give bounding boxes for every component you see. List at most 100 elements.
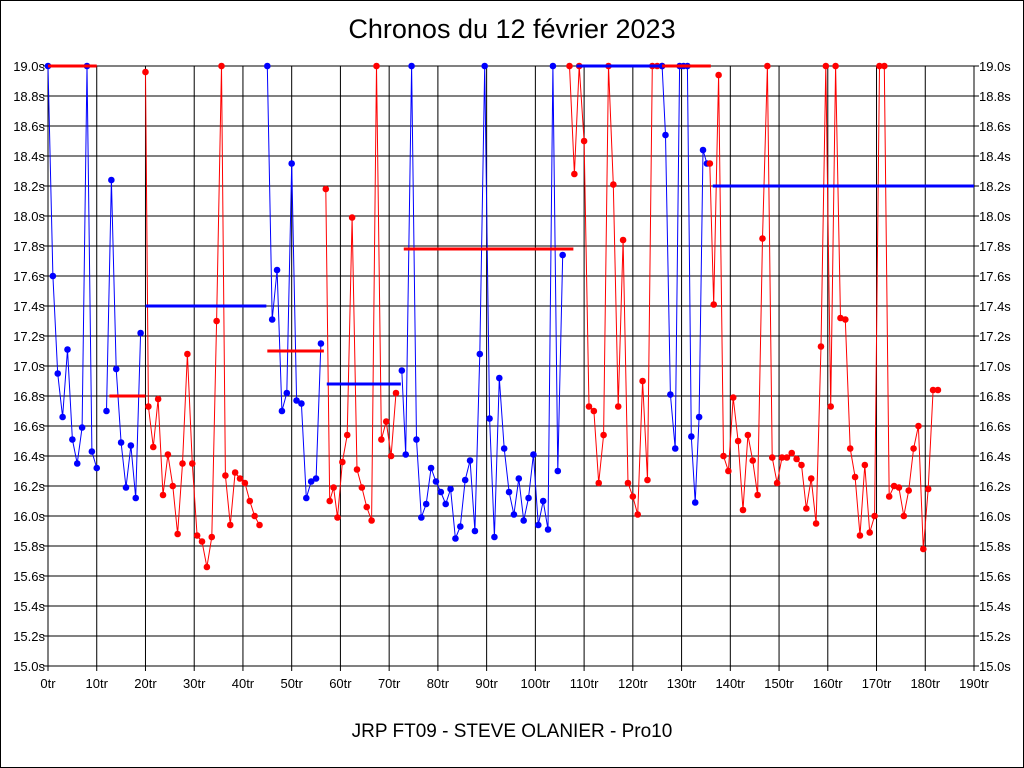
data-point-red xyxy=(851,473,859,481)
data-point-blue xyxy=(73,460,81,467)
y-tick-label-left: 15.4s xyxy=(13,599,45,614)
data-point-red xyxy=(571,170,578,178)
series-line-red xyxy=(325,65,397,521)
y-tick-label-right: 15.0s xyxy=(979,659,1011,674)
data-point-blue xyxy=(520,517,527,524)
data-point-blue xyxy=(481,62,488,70)
data-point-blue xyxy=(268,316,276,323)
data-point-red xyxy=(812,520,820,527)
data-point-blue xyxy=(539,497,547,505)
data-point-blue xyxy=(510,511,518,518)
data-point-red xyxy=(198,538,206,545)
y-tick-label-right: 17.4s xyxy=(979,299,1011,314)
data-point-red xyxy=(778,454,786,461)
data-point-blue xyxy=(667,391,674,398)
y-tick-label-left: 18.0s xyxy=(13,209,45,224)
data-point-blue xyxy=(496,374,503,382)
data-point-blue xyxy=(437,488,445,496)
data-point-red xyxy=(188,460,196,467)
x-tick-label: 100tr xyxy=(521,676,551,691)
data-point-blue xyxy=(427,464,435,472)
data-point-red xyxy=(639,377,646,385)
data-point-blue xyxy=(471,527,479,535)
data-point-red xyxy=(929,386,937,394)
data-point-red xyxy=(832,62,839,70)
data-point-red xyxy=(222,472,229,479)
data-point-red xyxy=(924,485,932,493)
data-point-red xyxy=(251,512,258,520)
data-point-red xyxy=(142,68,149,76)
data-point-red xyxy=(585,403,593,410)
data-point-red xyxy=(330,484,337,491)
data-point-blue xyxy=(288,160,295,167)
data-point-blue xyxy=(662,131,669,139)
data-point-red xyxy=(827,403,835,410)
y-tick-label-right: 15.6s xyxy=(979,569,1011,584)
x-tick-label: 0tr xyxy=(40,676,56,691)
data-point-blue xyxy=(122,484,130,491)
data-point-red xyxy=(624,479,632,487)
y-tick-label-right: 16.6s xyxy=(979,419,1011,434)
data-point-red xyxy=(768,454,776,461)
data-point-blue xyxy=(559,251,566,259)
y-tick-label-left: 15.0s xyxy=(13,659,45,674)
data-point-red xyxy=(358,484,366,491)
data-point-blue xyxy=(418,514,425,521)
data-point-red xyxy=(169,482,177,490)
data-point-blue xyxy=(452,535,459,542)
data-point-red xyxy=(348,214,356,221)
series-line-blue xyxy=(401,65,564,539)
data-point-blue xyxy=(671,445,679,452)
data-point-red xyxy=(905,487,912,494)
data-point-red xyxy=(876,62,883,70)
data-point-blue xyxy=(49,272,57,280)
data-point-red xyxy=(218,62,225,70)
y-tick-label-left: 17.4s xyxy=(13,299,45,314)
data-point-blue xyxy=(293,397,300,404)
data-point-blue xyxy=(534,521,542,529)
data-point-blue xyxy=(695,413,703,421)
data-point-red xyxy=(184,350,191,358)
data-point-red xyxy=(773,479,781,487)
y-tick-label-right: 16.4s xyxy=(979,449,1011,464)
data-point-red xyxy=(231,469,239,476)
data-point-red xyxy=(256,521,263,529)
data-point-blue xyxy=(303,494,310,502)
data-point-red xyxy=(368,517,375,524)
y-tick-label-left: 18.6s xyxy=(13,119,45,134)
x-tick-label: 160tr xyxy=(813,676,843,691)
y-tick-label-right: 18.6s xyxy=(979,119,1011,134)
y-tick-label-left: 16.6s xyxy=(13,419,45,434)
data-point-red xyxy=(798,461,805,469)
data-point-red xyxy=(807,475,815,482)
data-point-blue xyxy=(486,415,493,422)
data-point-blue xyxy=(64,346,71,353)
data-point-red xyxy=(754,491,761,499)
data-point-red xyxy=(174,530,181,538)
data-point-red xyxy=(145,403,152,410)
y-tick-label-right: 16.2s xyxy=(979,479,1011,494)
series-line-red xyxy=(569,65,663,515)
data-point-blue xyxy=(59,413,66,421)
data-point-red xyxy=(734,437,742,445)
data-point-blue xyxy=(264,62,271,70)
data-point-blue xyxy=(461,476,469,484)
data-point-blue xyxy=(312,475,320,482)
x-tick-label: 10tr xyxy=(86,676,109,691)
x-tick-label: 40tr xyxy=(232,676,255,691)
x-tick-label: 190tr xyxy=(959,676,989,691)
x-tick-label: 150tr xyxy=(764,676,794,691)
series-line-red xyxy=(709,65,938,550)
data-point-red xyxy=(600,431,607,439)
y-tick-label-right: 15.4s xyxy=(979,599,1011,614)
data-point-blue xyxy=(298,400,305,407)
data-point-blue xyxy=(530,451,537,458)
data-point-blue xyxy=(307,478,315,485)
data-point-blue xyxy=(476,350,484,358)
data-point-blue xyxy=(544,526,552,533)
data-point-blue xyxy=(108,176,115,184)
y-tick-label-left: 19.0s xyxy=(13,59,45,74)
data-point-red xyxy=(706,160,714,167)
y-tick-label-right: 16.0s xyxy=(979,509,1011,524)
data-point-red xyxy=(236,475,244,482)
